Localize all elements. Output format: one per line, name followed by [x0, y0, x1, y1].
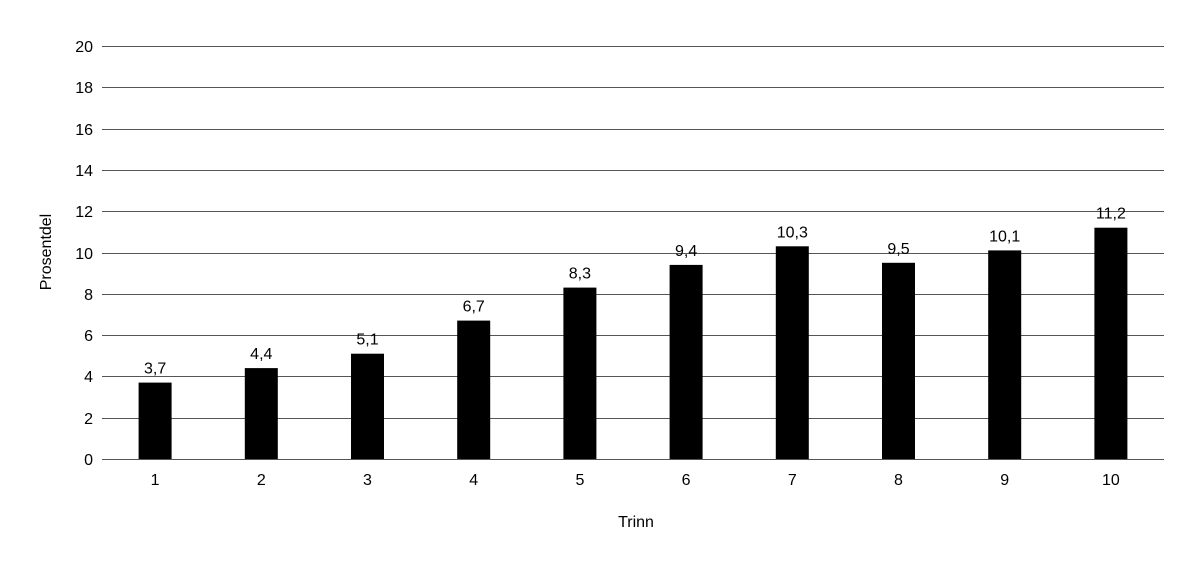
data-label: 6,7 [463, 299, 485, 316]
y-tick-label: 20 [75, 39, 93, 56]
bar-4 [457, 320, 491, 459]
bar-2 [244, 368, 278, 459]
y-tick-label: 8 [84, 287, 93, 304]
x-axis-ticks: 1 2 3 4 5 6 7 8 9 10 [151, 472, 1120, 489]
bar-9 [988, 250, 1022, 459]
x-tick-label: 1 [151, 472, 160, 489]
bar-5 [563, 287, 597, 459]
x-tick-label: 2 [257, 472, 266, 489]
bar-3 [351, 353, 384, 459]
y-tick-label: 16 [75, 122, 93, 139]
data-label: 9,4 [675, 243, 697, 260]
x-tick-label: 4 [469, 472, 478, 489]
bars [138, 227, 1128, 459]
y-tick-label: 14 [75, 163, 93, 180]
y-axis-ticks: 0 2 4 6 8 10 12 14 16 18 20 [75, 39, 93, 469]
data-labels: 3,7 4,4 5,1 6,7 8,3 9,4 10,3 9,5 10,1 11,2 [144, 206, 1126, 378]
bar-7 [775, 246, 809, 459]
data-label: 4,4 [250, 346, 272, 363]
x-tick-label: 7 [788, 472, 797, 489]
x-tick-label: 5 [575, 472, 584, 489]
y-tick-label: 0 [84, 452, 93, 469]
data-label: 3,7 [144, 361, 166, 378]
y-tick-label: 4 [84, 369, 93, 386]
y-tick-label: 2 [84, 411, 93, 428]
bar-10 [1094, 227, 1128, 459]
y-tick-label: 10 [75, 246, 93, 263]
data-label: 11,2 [1096, 206, 1126, 223]
x-tick-label: 6 [682, 472, 691, 489]
bar-1 [138, 382, 172, 459]
y-axis-title: Prosentdel [38, 214, 55, 291]
y-tick-label: 12 [75, 204, 93, 221]
x-tick-label: 8 [894, 472, 903, 489]
data-label: 5,1 [356, 332, 378, 349]
x-tick-label: 10 [1102, 472, 1120, 489]
data-label: 10,3 [777, 224, 808, 241]
bar-8 [882, 262, 915, 459]
grid-lines [102, 46, 1164, 460]
y-tick-label: 6 [84, 328, 93, 345]
x-tick-label: 9 [1000, 472, 1009, 489]
x-tick-label: 3 [363, 472, 372, 489]
x-axis-title: Trinn [618, 514, 654, 531]
data-label: 9,5 [887, 241, 909, 258]
y-tick-label: 18 [75, 80, 93, 97]
data-label: 10,1 [989, 228, 1020, 245]
bar-6 [669, 264, 703, 459]
data-label: 8,3 [569, 266, 591, 283]
